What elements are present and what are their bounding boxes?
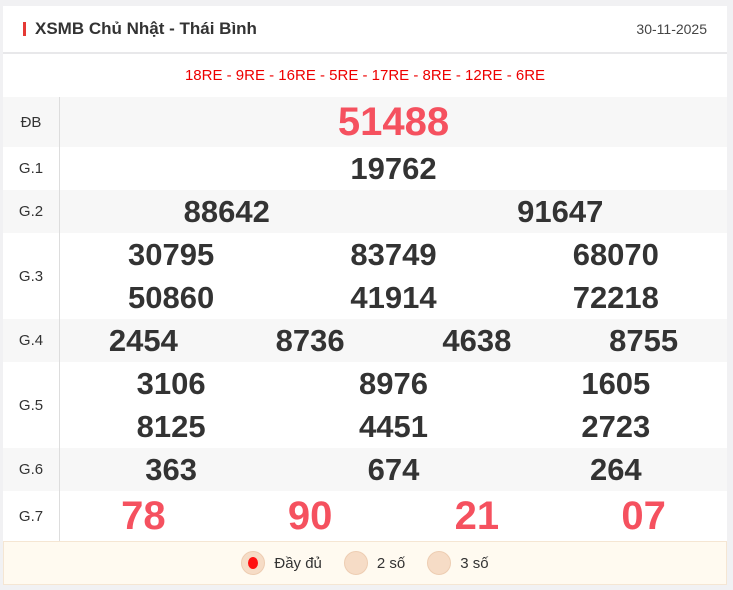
prize-row: G.4 2454 8736 4638 8755 xyxy=(3,319,727,362)
prize-label: G.7 xyxy=(3,491,60,541)
prize-numbers: 51488 xyxy=(60,97,727,147)
prize-number: 2454 xyxy=(108,323,178,358)
results-card: XSMB Chủ Nhật - Thái Bình 30-11-2025 18R… xyxy=(3,6,727,585)
prize-number: 91647 xyxy=(517,194,604,229)
prize-number: 78 xyxy=(121,494,166,538)
prize-numbers: 363 674 264 xyxy=(60,448,727,491)
option-label: 3 số xyxy=(460,554,489,572)
prize-number: 363 xyxy=(145,452,198,487)
prize-number: 4451 xyxy=(359,409,428,444)
prize-numbers: 3106 8976 1605 8125 4451 2723 xyxy=(60,362,727,448)
prize-row: G.3 30795 83749 68070 50860 41914 72218 xyxy=(3,233,727,319)
prize-number: 1605 xyxy=(581,366,651,401)
prize-number: 674 xyxy=(367,452,420,487)
prize-number: 07 xyxy=(621,494,666,538)
prize-number: 51488 xyxy=(337,100,450,144)
prize-number: 8976 xyxy=(359,366,428,401)
prize-label: G.3 xyxy=(3,233,60,319)
prize-number: 21 xyxy=(454,494,500,538)
prize-number: 90 xyxy=(287,494,333,538)
radio-selected-dot xyxy=(248,557,259,569)
prize-label: G.4 xyxy=(3,319,60,362)
prize-number: 72218 xyxy=(572,280,659,315)
prize-number: 2723 xyxy=(581,409,651,444)
prize-number: 88642 xyxy=(183,194,270,229)
prize-number: 264 xyxy=(589,452,642,487)
radio-icon[interactable] xyxy=(427,551,452,575)
accent-bar xyxy=(23,22,26,36)
radio-icon[interactable] xyxy=(241,551,266,575)
radio-icon[interactable] xyxy=(343,551,368,575)
prize-number: 83749 xyxy=(350,237,437,272)
prize-row: G.2 88642 91647 xyxy=(3,190,727,233)
option-label: Đầy đủ xyxy=(274,554,322,572)
prize-numbers: 78 90 21 07 xyxy=(60,491,727,541)
prize-label: ĐB xyxy=(3,97,60,147)
prize-numbers: 2454 8736 4638 8755 xyxy=(60,319,727,362)
header: XSMB Chủ Nhật - Thái Bình 30-11-2025 xyxy=(3,6,727,54)
prize-number: 8755 xyxy=(609,323,679,358)
prize-label: G.5 xyxy=(3,362,60,448)
prize-number: 30795 xyxy=(128,237,215,272)
prize-number: 68070 xyxy=(572,237,659,272)
option-3-digits[interactable]: 3 số xyxy=(427,551,489,575)
prize-number: 41914 xyxy=(350,280,437,315)
prize-number: 3106 xyxy=(136,366,206,401)
prize-row: ĐB 51488 xyxy=(3,97,727,147)
prize-label: G.6 xyxy=(3,448,60,491)
prize-label: G.1 xyxy=(3,147,60,190)
page-title: XSMB Chủ Nhật - Thái Bình xyxy=(35,19,257,38)
draw-date: 30-11-2025 xyxy=(636,21,707,37)
prize-number: 8736 xyxy=(275,323,345,358)
prize-number: 50860 xyxy=(128,280,215,315)
option-full[interactable]: Đầy đủ xyxy=(241,551,322,575)
draw-codes: 18RE - 9RE - 16RE - 5RE - 17RE - 8RE - 1… xyxy=(184,67,546,84)
prize-row: G.6 363 674 264 xyxy=(3,448,727,491)
prize-number: 8125 xyxy=(136,409,206,444)
prize-row: G.1 19762 xyxy=(3,147,727,190)
prize-row: G.7 78 90 21 07 xyxy=(3,491,727,541)
prize-numbers: 30795 83749 68070 50860 41914 72218 xyxy=(60,233,727,319)
prize-row: G.5 3106 8976 1605 8125 4451 2723 xyxy=(3,362,727,448)
prize-number: 19762 xyxy=(350,151,437,186)
prize-numbers: 88642 91647 xyxy=(60,190,727,233)
prize-label: G.2 xyxy=(3,190,60,233)
option-2-digits[interactable]: 2 số xyxy=(343,551,406,575)
prize-numbers: 19762 xyxy=(60,147,727,190)
prize-number: 4638 xyxy=(442,323,512,358)
option-label: 2 số xyxy=(376,554,406,572)
display-options: Đầy đủ 2 số 3 số xyxy=(3,541,727,585)
